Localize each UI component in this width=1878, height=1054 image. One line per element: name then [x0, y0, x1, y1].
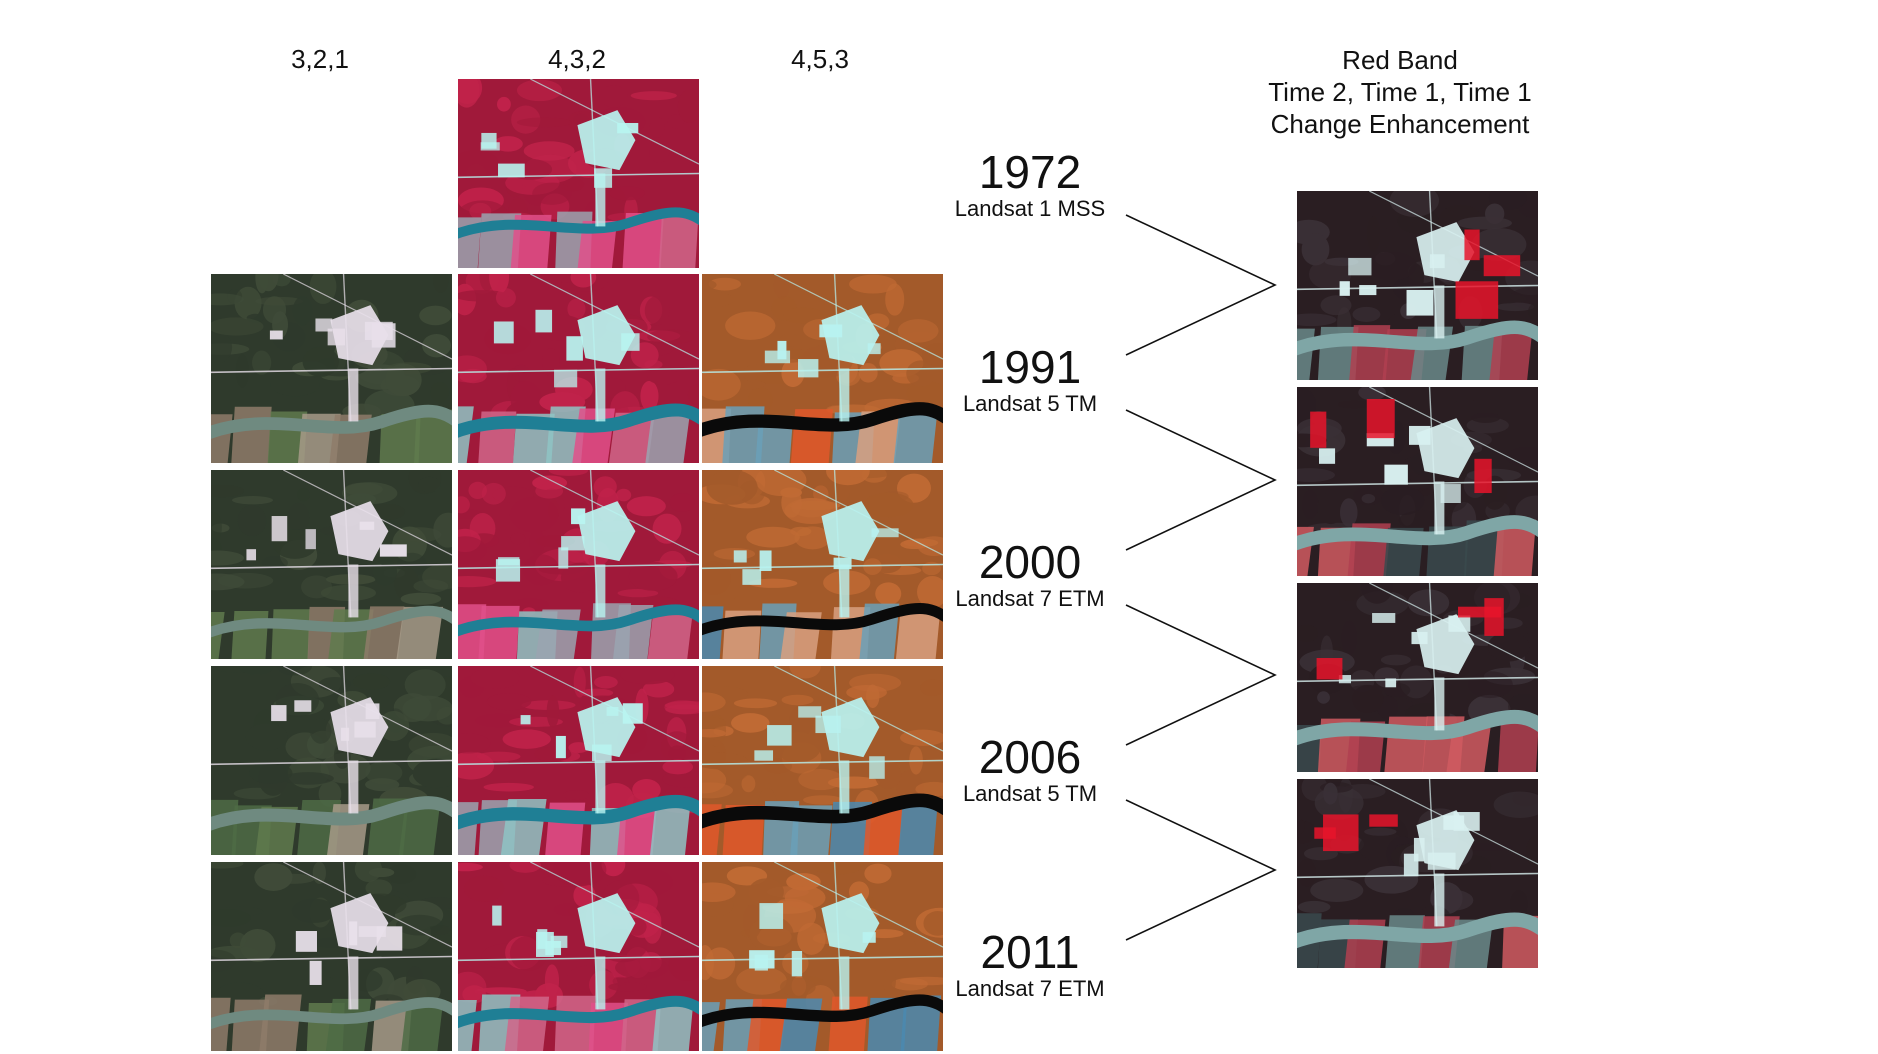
column-header-453: 4,5,3 — [791, 44, 849, 74]
satellite-image — [211, 470, 452, 659]
satellite-image — [458, 470, 699, 659]
tile-2006-453 — [702, 666, 943, 855]
sensor-label: Landsat 5 TM — [962, 391, 1098, 416]
row-label-1972: 1972 Landsat 1 MSS — [940, 148, 1120, 222]
year-label: 2000 — [978, 536, 1082, 588]
tile-1991-453 — [702, 274, 943, 463]
tile-2000-321 — [211, 470, 452, 659]
tile-1991-321 — [211, 274, 452, 463]
satellite-image — [211, 666, 452, 855]
tile-2011-432 — [458, 862, 699, 1051]
right-title-line-1: Red Band — [1342, 45, 1458, 75]
satellite-image — [458, 274, 699, 463]
year-label: 1972 — [978, 146, 1082, 198]
change-tile-1991-2000 — [1297, 387, 1538, 576]
tile-2011-453 — [702, 862, 943, 1051]
change-tile-2000-2006 — [1297, 583, 1538, 772]
tile-2011-321 — [211, 862, 452, 1051]
connector-2000-2006 — [1125, 604, 1277, 746]
sensor-label: Landsat 5 TM — [962, 781, 1098, 806]
satellite-image — [1297, 191, 1538, 380]
right-title-line-3: Change Enhancement — [1270, 109, 1530, 139]
satellite-image — [458, 862, 699, 1051]
change-tile-1972-1991 — [1297, 191, 1538, 380]
year-label: 2006 — [978, 731, 1082, 783]
year-label: 2011 — [980, 926, 1080, 978]
satellite-image — [702, 470, 943, 659]
right-title-line-2: Time 2, Time 1, Time 1 — [1268, 77, 1532, 107]
tile-2006-321 — [211, 666, 452, 855]
satellite-image — [211, 862, 452, 1051]
connector-1972-1991 — [1125, 214, 1277, 356]
column-header-321: 3,2,1 — [291, 44, 349, 74]
satellite-image — [702, 862, 943, 1051]
satellite-image — [1297, 583, 1538, 772]
change-tile-2006-2011 — [1297, 779, 1538, 968]
row-label-2011: 2011 Landsat 7 ETM — [940, 928, 1120, 1002]
satellite-image — [1297, 387, 1538, 576]
tile-2006-432 — [458, 666, 699, 855]
year-label: 1991 — [978, 341, 1082, 393]
satellite-image — [1297, 779, 1538, 968]
sensor-label: Landsat 7 ETM — [955, 976, 1105, 1001]
satellite-image — [702, 274, 943, 463]
satellite-image — [458, 666, 699, 855]
column-header-432: 4,3,2 — [548, 44, 606, 74]
tile-1972-432 — [458, 79, 699, 268]
connector-2006-2011 — [1125, 799, 1277, 941]
satellite-image — [702, 666, 943, 855]
row-label-2000: 2000 Landsat 7 ETM — [940, 538, 1120, 612]
sensor-label: Landsat 1 MSS — [954, 196, 1106, 221]
satellite-image — [458, 79, 699, 268]
row-label-1991: 1991 Landsat 5 TM — [940, 343, 1120, 417]
tile-1991-432 — [458, 274, 699, 463]
tile-2000-432 — [458, 470, 699, 659]
tile-2000-453 — [702, 470, 943, 659]
row-label-2006: 2006 Landsat 5 TM — [940, 733, 1120, 807]
connector-1991-2000 — [1125, 409, 1277, 551]
satellite-image — [211, 274, 452, 463]
sensor-label: Landsat 7 ETM — [955, 586, 1105, 611]
change-enhancement-title: Red Band Time 2, Time 1, Time 1 Change E… — [1240, 44, 1560, 140]
